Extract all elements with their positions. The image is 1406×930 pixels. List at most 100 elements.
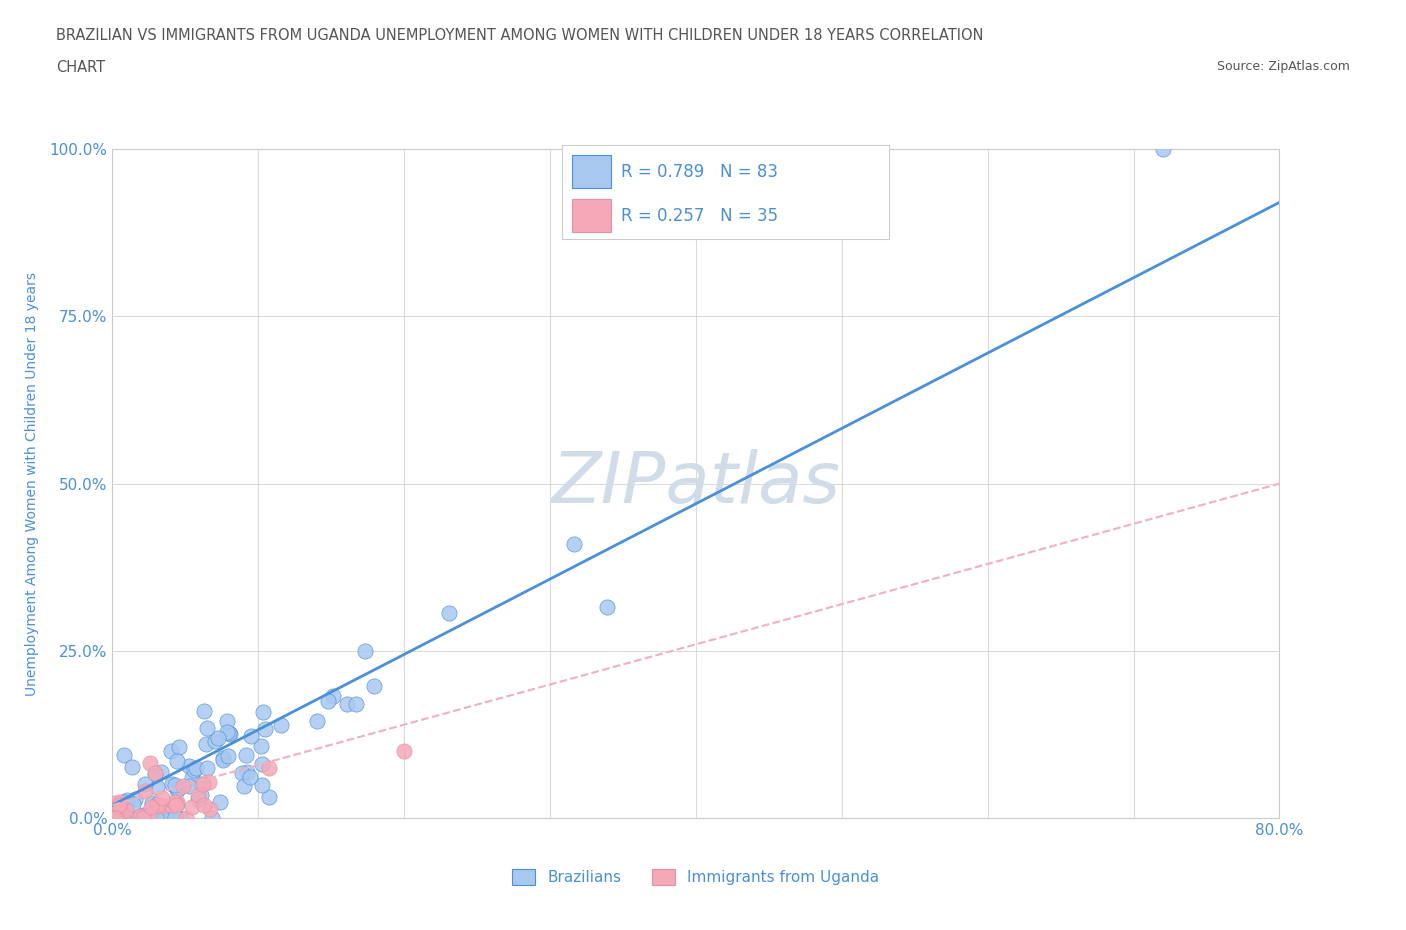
Point xyxy=(363,678,385,693)
Point xyxy=(143,766,166,781)
Point xyxy=(187,788,209,803)
Point xyxy=(142,804,165,818)
Point xyxy=(150,790,173,805)
Point xyxy=(316,694,339,709)
Point xyxy=(181,800,204,815)
Point xyxy=(252,757,274,772)
Point xyxy=(115,803,138,817)
Point xyxy=(153,811,176,826)
Point xyxy=(197,761,219,776)
Point xyxy=(112,748,135,763)
Point xyxy=(139,756,162,771)
Point xyxy=(166,796,188,811)
Point xyxy=(187,791,209,806)
Point xyxy=(150,764,173,779)
Point xyxy=(124,791,146,806)
Point xyxy=(218,725,240,740)
Point xyxy=(257,790,280,804)
Point xyxy=(195,720,218,735)
Point xyxy=(183,763,205,777)
Point xyxy=(596,600,619,615)
Point xyxy=(104,811,127,826)
Text: Source: ZipAtlas.com: Source: ZipAtlas.com xyxy=(1216,60,1350,73)
Point xyxy=(121,760,143,775)
Point xyxy=(107,797,129,812)
Point xyxy=(270,717,292,732)
Point xyxy=(198,802,221,817)
Point xyxy=(231,765,253,780)
Point xyxy=(166,753,188,768)
Point xyxy=(165,777,187,792)
Point xyxy=(143,766,166,781)
Text: CHART: CHART xyxy=(56,60,105,75)
Point xyxy=(169,811,191,826)
Point xyxy=(193,797,215,812)
Point xyxy=(104,811,127,826)
Point xyxy=(232,778,254,793)
Point xyxy=(114,811,136,826)
Point xyxy=(217,749,239,764)
Point xyxy=(250,777,273,792)
Point xyxy=(134,783,156,798)
Point xyxy=(236,764,259,779)
Point xyxy=(195,737,218,751)
Point xyxy=(104,811,127,826)
Point xyxy=(127,811,149,826)
Point xyxy=(146,796,169,811)
Point xyxy=(129,808,152,823)
Point xyxy=(145,811,167,826)
Point xyxy=(239,769,262,784)
Y-axis label: Unemployment Among Women with Children Under 18 years: Unemployment Among Women with Children U… xyxy=(24,272,38,696)
Point xyxy=(174,811,197,826)
Point xyxy=(392,743,416,758)
Point xyxy=(148,798,170,813)
Point xyxy=(191,777,214,791)
Point xyxy=(165,798,187,813)
Point xyxy=(184,761,207,776)
Legend: Brazilians, Immigrants from Uganda: Brazilians, Immigrants from Uganda xyxy=(506,863,886,891)
Point xyxy=(112,795,135,810)
Point xyxy=(111,811,134,826)
Point xyxy=(135,811,157,826)
Point xyxy=(150,809,173,824)
Point xyxy=(190,777,212,791)
Point xyxy=(167,781,190,796)
Point xyxy=(132,811,155,826)
Point xyxy=(160,777,183,791)
Point xyxy=(437,605,460,620)
Point xyxy=(204,734,226,749)
Point xyxy=(104,796,127,811)
Point xyxy=(115,811,138,826)
Point xyxy=(190,788,212,803)
Point xyxy=(108,795,131,810)
Point xyxy=(141,796,163,811)
Point xyxy=(104,806,127,821)
Point xyxy=(252,705,274,720)
Point xyxy=(172,778,194,793)
Point xyxy=(209,794,232,809)
Point xyxy=(197,775,219,790)
Point xyxy=(215,724,238,739)
Point xyxy=(180,771,202,786)
Point xyxy=(160,798,183,813)
Point xyxy=(179,778,201,793)
Point xyxy=(212,752,235,767)
Point xyxy=(105,811,128,826)
Point xyxy=(1152,141,1174,156)
Point xyxy=(108,811,131,826)
Point xyxy=(125,811,148,826)
Point xyxy=(207,730,229,745)
Point xyxy=(354,644,377,658)
Point xyxy=(138,807,160,822)
Point xyxy=(159,743,181,758)
Point xyxy=(344,697,367,711)
Point xyxy=(215,713,238,728)
Point xyxy=(562,537,585,551)
Point xyxy=(121,796,143,811)
Point xyxy=(322,688,344,703)
Point xyxy=(305,713,328,728)
Text: BRAZILIAN VS IMMIGRANTS FROM UGANDA UNEMPLOYMENT AMONG WOMEN WITH CHILDREN UNDER: BRAZILIAN VS IMMIGRANTS FROM UGANDA UNEM… xyxy=(56,28,984,43)
Point xyxy=(259,761,281,776)
Point xyxy=(152,799,174,814)
Point xyxy=(131,807,153,822)
